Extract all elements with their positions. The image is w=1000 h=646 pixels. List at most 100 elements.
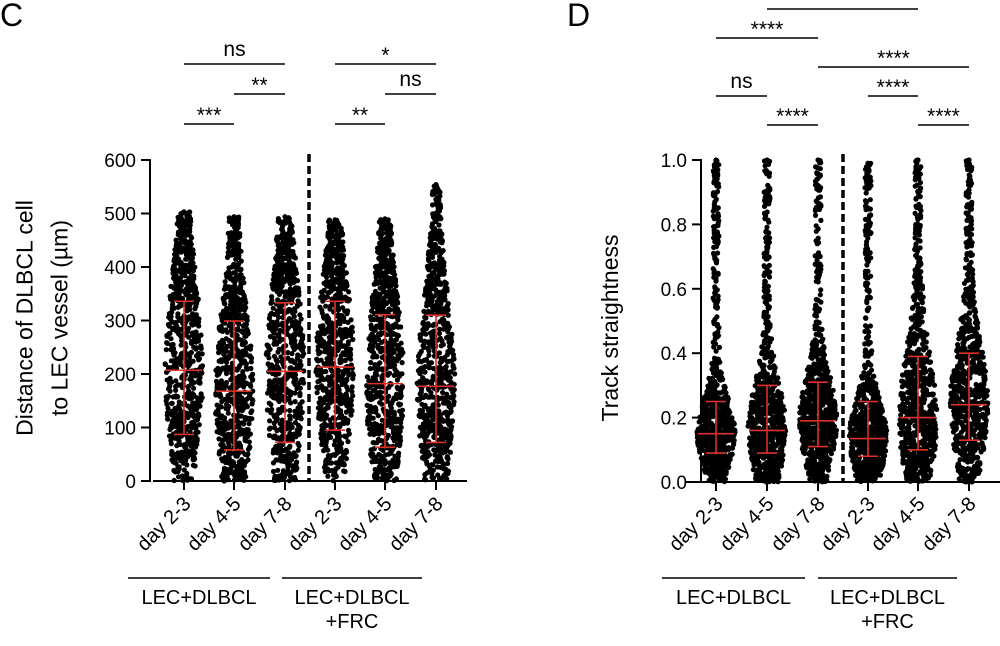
data-point [217,393,223,400]
data-point [374,421,380,428]
data-point [290,280,297,286]
data-point [321,412,327,418]
data-point [388,324,394,330]
data-point [193,401,199,407]
data-point [234,380,240,386]
data-point [245,328,251,334]
data-point [249,408,255,414]
data-point [420,327,426,333]
data-point [223,466,230,472]
data-point [323,368,329,375]
data-point [292,338,298,344]
data-point [285,244,291,250]
data-point [172,350,178,356]
data-point [366,385,372,391]
data-point [299,399,305,405]
data-point [387,401,394,407]
data-point [425,451,431,457]
data-point [299,336,305,342]
data-point [274,358,280,364]
data-point [276,259,282,265]
data-point [185,454,191,460]
data-point [265,390,271,396]
data-point [173,394,179,400]
data-point [438,281,444,287]
data-point [290,343,296,349]
data-point [388,465,394,471]
data-point [184,470,190,476]
data-point [266,426,272,432]
data-point [191,419,197,425]
data-point [193,424,199,430]
data-point [230,430,236,436]
data-point [214,402,220,408]
data-point [239,357,245,364]
data-point [399,413,405,419]
data-point [397,438,404,444]
data-point [345,427,352,433]
data-point [247,346,253,352]
data-point [323,253,329,259]
data-point [183,291,189,297]
data-point [437,228,443,234]
data-point [327,421,334,427]
data-point [329,283,335,289]
data-point [243,321,250,327]
data-point [195,351,201,357]
data-point [378,228,384,234]
data-point [196,422,202,428]
data-point [289,424,295,430]
data-point [215,407,221,413]
data-point [224,329,230,335]
data-point [436,245,442,252]
data-point [297,413,303,419]
data-point [395,453,401,459]
data-point [343,295,349,301]
data-point [273,415,279,421]
data-point [198,332,204,338]
max-point [231,214,237,220]
group-label: LEC+DLBCL [676,587,791,609]
max-point [382,216,388,222]
data-point [390,331,396,337]
data-point [235,420,241,426]
data-point [279,280,286,286]
category-label: day 2-3 [817,493,880,556]
data-point [163,394,169,400]
data-point [241,477,247,483]
data-point [247,444,253,450]
data-point [696,419,702,425]
data-point [339,273,345,279]
data-point [449,418,456,424]
data-point [427,379,433,385]
data-point [426,286,432,292]
data-point [236,365,242,371]
category-label: day 2-3 [133,493,196,556]
data-point [170,341,176,348]
data-point [165,405,171,411]
group-label: +FRC [861,611,914,633]
data-point [385,410,391,416]
data-point [437,455,443,461]
data-point [187,222,193,228]
data-point [323,257,329,263]
data-point [279,358,285,364]
data-point [176,331,182,337]
data-point [317,331,324,337]
data-point [715,181,721,187]
data-point [319,307,325,313]
data-point [424,394,430,400]
data-point [175,214,181,220]
data-point [270,468,277,475]
data-point [238,431,244,437]
data-point [425,251,431,257]
data-point [435,308,441,314]
data-point [189,391,196,397]
data-point [213,392,219,398]
data-point [344,308,350,314]
data-point [437,253,443,259]
data-point [188,278,195,284]
data-point [319,438,326,444]
data-point [271,330,277,336]
data-point [242,389,248,395]
